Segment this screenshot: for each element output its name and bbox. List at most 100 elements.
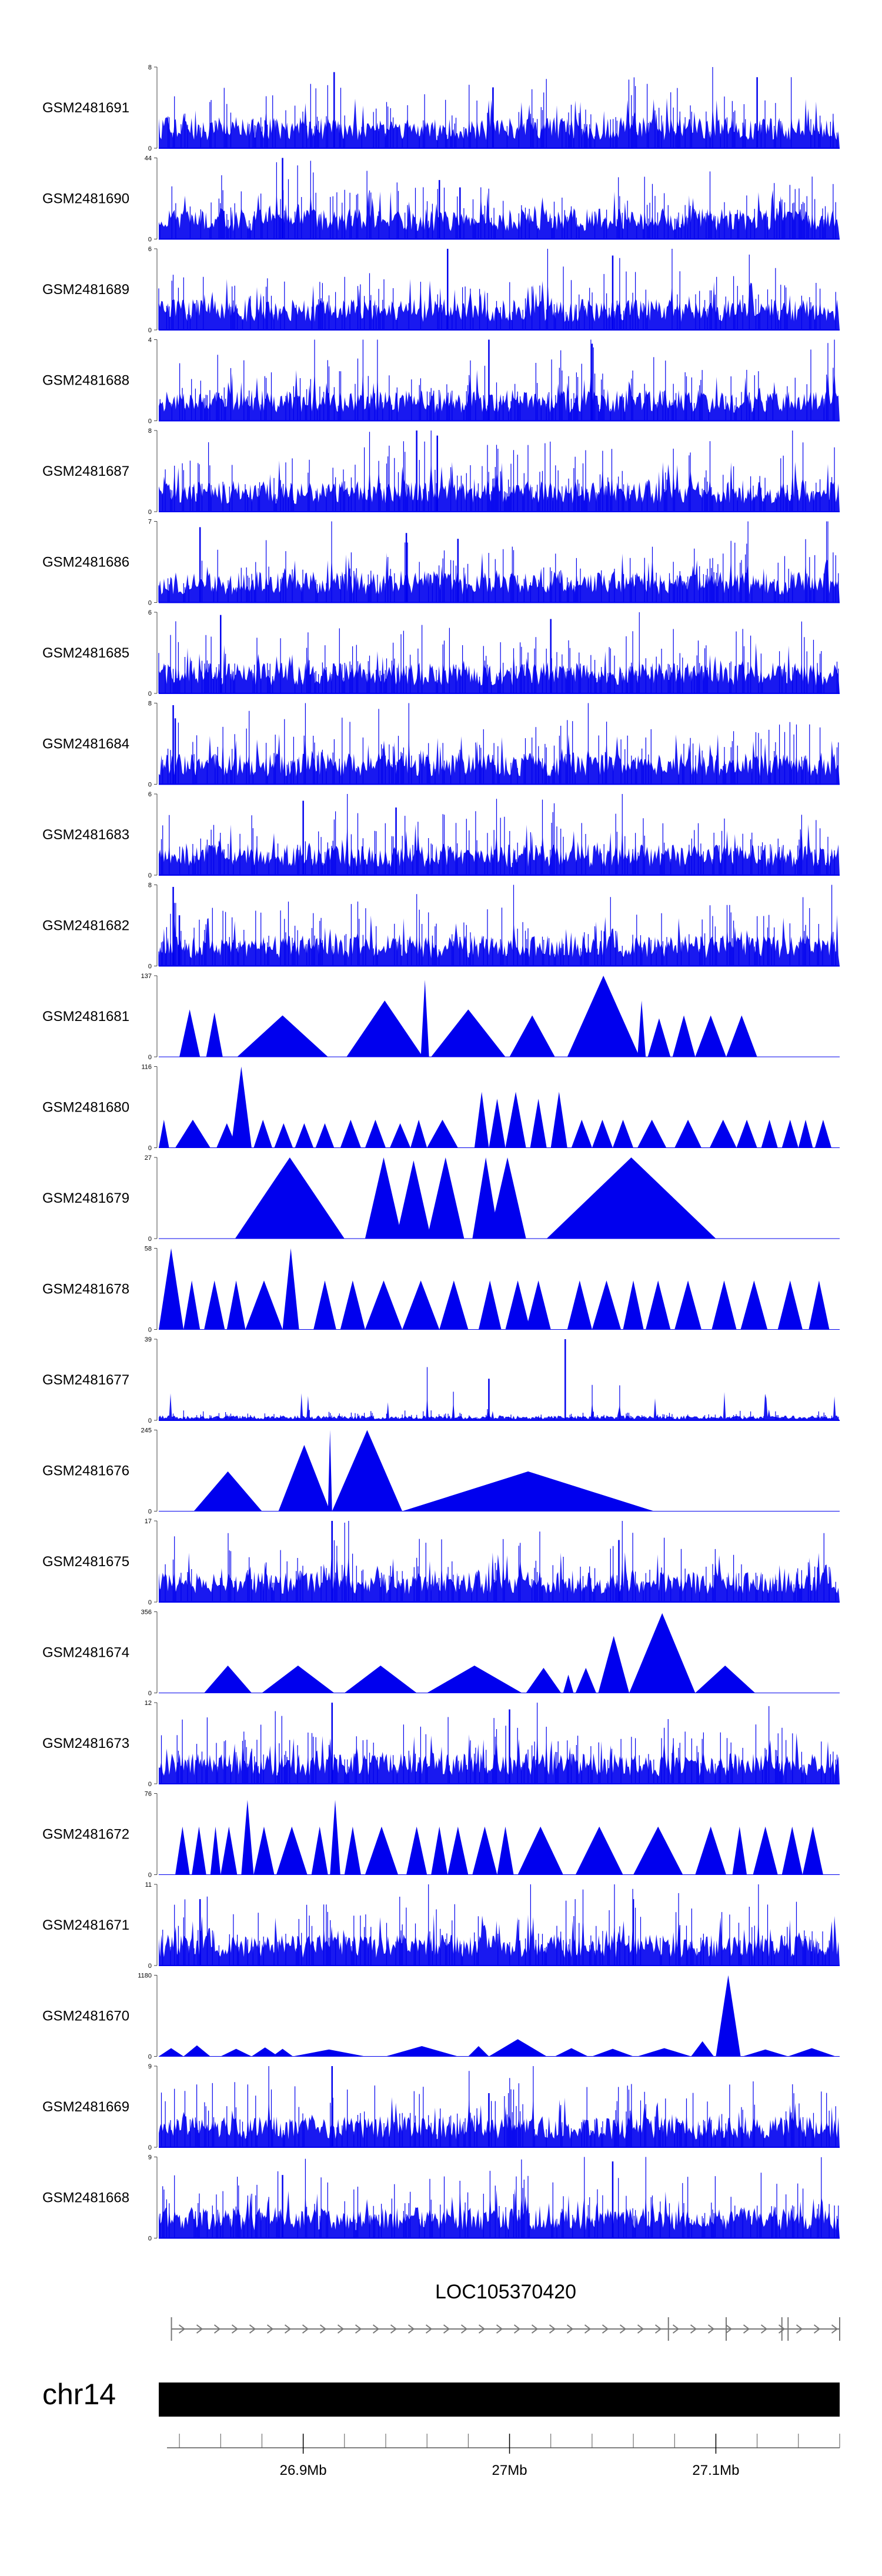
coverage-peak (427, 1665, 522, 1693)
track-GSM2481691: GSM2481691 8 0 (42, 64, 840, 152)
y-max-label: 27 (145, 1154, 152, 1162)
coverage-peak (637, 2048, 691, 2057)
coverage-peak (402, 1471, 654, 1511)
coverage-peak (431, 1009, 506, 1057)
coverage-peak (716, 1975, 741, 2057)
coverage-peak (311, 1826, 328, 1875)
coverage-spikes (162, 431, 835, 512)
coverage-peak (474, 1092, 489, 1148)
coverage-peak (390, 1123, 411, 1148)
coverage-peak (175, 1826, 190, 1875)
y-zero-label: 0 (148, 1963, 152, 1970)
coverage-peak (633, 1826, 683, 1875)
strand-arrow (690, 2324, 697, 2334)
coverage-peak (740, 1280, 768, 1330)
coverage-spikes (159, 339, 835, 421)
track-label: GSM2481677 (42, 1372, 129, 1388)
coverage-peak (237, 1015, 328, 1057)
track-label: GSM2481669 (42, 2099, 129, 2115)
y-max-label: 9 (148, 2154, 152, 2161)
track-label: GSM2481676 (42, 1463, 129, 1479)
axis-tick-label: 26.9Mb (280, 2462, 327, 2478)
strand-arrow (743, 2324, 750, 2334)
y-zero-label: 0 (148, 1509, 152, 1516)
coverage-spikes (162, 703, 839, 785)
gene-track: LOC105370420 (171, 2281, 840, 2341)
y-max-label: 12 (145, 1700, 152, 1707)
strand-arrow (407, 2324, 415, 2334)
y-zero-label: 0 (148, 1781, 152, 1788)
coverage-peak (183, 1280, 201, 1330)
coverage-peak (647, 1018, 671, 1057)
coverage-peak (204, 1280, 225, 1330)
coverage-peak (315, 1123, 335, 1148)
coverage-peak (550, 1092, 567, 1148)
coverage-peak (472, 1826, 497, 1875)
chromosome-track: chr14 (42, 2378, 840, 2417)
y-max-label: 8 (148, 64, 152, 71)
coverage-peak (489, 1157, 526, 1239)
track-label: GSM2481686 (42, 555, 129, 570)
coverage-peak (695, 1015, 726, 1057)
strand-arrow (654, 2324, 662, 2334)
gene-model (171, 2317, 840, 2341)
coverage-spikes (161, 1703, 838, 1784)
coverage-peak (478, 1280, 502, 1330)
track-GSM2481686: GSM2481686 7 0 (42, 519, 840, 607)
coverage-peak (592, 1119, 613, 1148)
strand-arrow (460, 2324, 468, 2334)
coverage-peak (554, 2048, 588, 2057)
track-label: GSM2481680 (42, 1100, 129, 1116)
y-max-label: 8 (148, 882, 152, 889)
coverage-peak (761, 1119, 778, 1148)
coverage-peak (711, 1280, 737, 1330)
y-max-label: 7 (148, 519, 152, 526)
track-label: GSM2481684 (42, 736, 129, 752)
coverage-peak (567, 976, 640, 1057)
coverage-peak (788, 2048, 836, 2057)
coverage-peak (505, 1280, 530, 1330)
coverage-peak (253, 1119, 272, 1148)
track-label: GSM2481682 (42, 918, 129, 934)
strand-arrow (584, 2324, 592, 2334)
coverage-peak (736, 1119, 757, 1148)
coverage-peak (251, 2047, 279, 2057)
coverage-peak (571, 1119, 592, 1148)
strand-arrow (319, 2324, 327, 2334)
coverage-peak (546, 1157, 716, 1239)
coverage-spikes (168, 67, 838, 148)
track-GSM2481680: GSM2481680 116 0 (42, 1064, 840, 1152)
strand-arrow (478, 2324, 486, 2334)
coverage-peak (726, 1015, 757, 1057)
y-zero-label: 0 (148, 327, 152, 334)
coverage-peak (183, 2045, 211, 2057)
coverage-peak (447, 1826, 469, 1875)
coverage-peak (814, 1119, 831, 1148)
coverage-spikes (159, 2157, 839, 2238)
track-label: GSM2481670 (42, 2008, 129, 2024)
coverage-peak (691, 2041, 714, 2057)
y-zero-label: 0 (148, 690, 152, 698)
track-GSM2481684: GSM2481684 8 0 (42, 700, 840, 789)
strand-arrow (213, 2324, 221, 2334)
coverage-area (159, 1392, 840, 1420)
track-GSM2481670: GSM2481670 1180 0 (42, 1973, 840, 2061)
coverage-peak (798, 1119, 813, 1148)
coverage-peak (276, 1826, 308, 1875)
coverage-peak (709, 1119, 737, 1148)
y-zero-label: 0 (148, 1327, 152, 1334)
coverage-peak (592, 2048, 634, 2057)
y-max-label: 8 (148, 428, 152, 435)
strand-arrow (813, 2324, 821, 2334)
coverage-peak (410, 1119, 427, 1148)
coverage-peak (386, 2046, 458, 2057)
strand-arrow (602, 2324, 609, 2334)
y-max-label: 6 (148, 791, 152, 798)
y-max-label: 356 (141, 1609, 152, 1616)
coverage-peak (732, 1826, 747, 1875)
track-label: GSM2481671 (42, 1917, 129, 1933)
coverage-peak (431, 1826, 448, 1875)
track-GSM2481683: GSM2481683 6 0 (42, 791, 840, 879)
coverage-peak (206, 1012, 223, 1057)
